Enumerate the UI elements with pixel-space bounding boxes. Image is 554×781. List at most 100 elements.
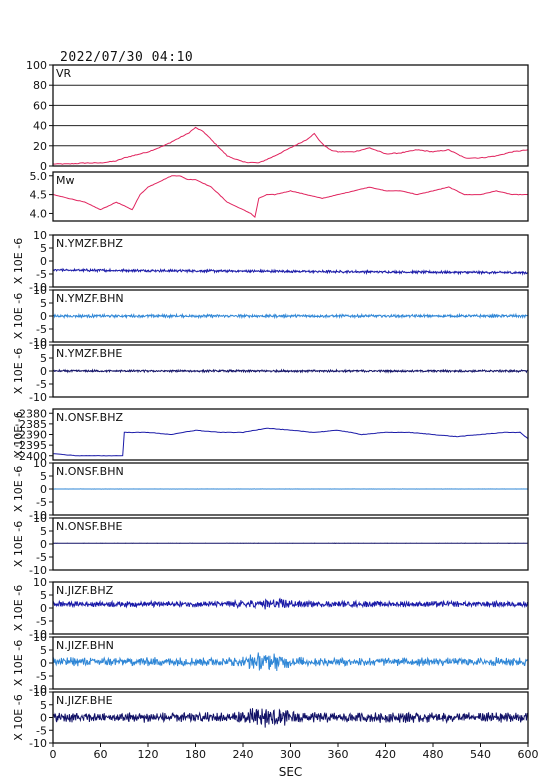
y-tick-label: -2380 bbox=[15, 407, 47, 420]
x-tick-label: 240 bbox=[233, 748, 254, 761]
y-tick-label: -10 bbox=[29, 564, 47, 577]
y-tick-label: 0 bbox=[40, 483, 47, 496]
y-tick-label: -2390 bbox=[15, 429, 47, 442]
y-tick-label: 40 bbox=[33, 120, 47, 133]
y-axis-unit-label: X 10E -6 bbox=[12, 466, 25, 512]
panel-frame bbox=[52, 581, 529, 635]
y-tick-label: -5 bbox=[36, 323, 47, 336]
series-line bbox=[53, 427, 529, 457]
x-tick-label: 360 bbox=[328, 748, 349, 761]
series-label: N.JIZF.BHE bbox=[56, 694, 113, 707]
y-tick-label: -5 bbox=[36, 378, 47, 391]
series-line bbox=[52, 175, 529, 219]
y-tick-label: 0 bbox=[40, 657, 47, 670]
series-label: N.ONSF.BHE bbox=[56, 520, 122, 533]
y-tick-label: 10 bbox=[33, 576, 47, 589]
y-tick-label: 10 bbox=[33, 339, 47, 352]
x-tick-label: 0 bbox=[50, 748, 57, 761]
y-tick-label: 100 bbox=[26, 59, 47, 72]
y-tick-label: -5 bbox=[36, 615, 47, 628]
panel-frame bbox=[52, 171, 529, 222]
y-tick-label: 5 bbox=[40, 242, 47, 255]
y-tick-label: -5 bbox=[36, 268, 47, 281]
panel-frame bbox=[52, 289, 529, 343]
x-tick-label: 180 bbox=[185, 748, 206, 761]
series-label: VR bbox=[56, 67, 72, 80]
y-tick-label: -10 bbox=[29, 683, 47, 696]
y-tick-label: 0 bbox=[40, 602, 47, 615]
y-axis-unit-label: X 10E -6 bbox=[12, 521, 25, 567]
series-label: N.JIZF.BHN bbox=[56, 639, 114, 652]
series-line bbox=[52, 652, 529, 672]
series-line bbox=[52, 597, 529, 610]
x-tick-label: 540 bbox=[470, 748, 491, 761]
panel-frame bbox=[52, 64, 529, 167]
x-tick-label: 60 bbox=[94, 748, 108, 761]
panel-frame bbox=[52, 636, 529, 690]
series-label: N.YMZF.BHN bbox=[56, 292, 124, 305]
y-tick-label: 10 bbox=[33, 512, 47, 525]
y-tick-label: 5 bbox=[40, 699, 47, 712]
y-axis-unit-label: X 10E -6 bbox=[12, 694, 25, 740]
y-tick-label: 0 bbox=[40, 160, 47, 173]
y-tick-label: 10 bbox=[33, 229, 47, 242]
y-tick-label: 10 bbox=[33, 631, 47, 644]
series-line bbox=[52, 368, 529, 374]
y-axis-unit-label: X 10E -6 bbox=[12, 640, 25, 686]
y-tick-label: 4.0 bbox=[30, 207, 48, 220]
y-tick-label: -10 bbox=[29, 628, 47, 641]
series-label: Mw bbox=[56, 174, 75, 187]
series-label: N.YMZF.BHZ bbox=[56, 237, 123, 250]
series-label: N.YMZF.BHE bbox=[56, 347, 122, 360]
y-tick-label: -10 bbox=[29, 336, 47, 349]
series-label: N.ONSF.BHZ bbox=[56, 411, 123, 424]
y-tick-label: 0 bbox=[40, 310, 47, 323]
timestamp: 2022/07/30 04:10 bbox=[60, 50, 194, 65]
y-tick-label: -5 bbox=[36, 496, 47, 509]
y-tick-label: -2395 bbox=[15, 439, 47, 452]
y-tick-label: 60 bbox=[33, 99, 47, 112]
y-tick-label: 10 bbox=[33, 284, 47, 297]
series-line bbox=[52, 267, 529, 276]
y-axis-unit-label: X 10E -6 bbox=[12, 293, 25, 339]
x-axis-label: SEC bbox=[279, 765, 303, 779]
y-tick-label: 5 bbox=[40, 470, 47, 483]
y-tick-label: 5 bbox=[40, 589, 47, 602]
y-tick-label: -5 bbox=[36, 724, 47, 737]
y-tick-label: 10 bbox=[33, 686, 47, 699]
y-tick-label: -10 bbox=[29, 737, 47, 750]
y-tick-label: -2400 bbox=[15, 450, 47, 463]
y-tick-label: -10 bbox=[29, 281, 47, 294]
series-label: N.JIZF.BHZ bbox=[56, 584, 114, 597]
y-axis-unit-label: X 10E -6 bbox=[12, 238, 25, 284]
series-line bbox=[52, 708, 529, 728]
panel-frame bbox=[52, 462, 529, 516]
y-tick-label: 0 bbox=[40, 712, 47, 725]
y-tick-label: -5 bbox=[36, 551, 47, 564]
panel-frame bbox=[52, 408, 529, 461]
series-label: N.ONSF.BHN bbox=[56, 465, 124, 478]
series-line bbox=[52, 126, 529, 165]
x-tick-label: 480 bbox=[423, 748, 444, 761]
x-tick-label: 420 bbox=[375, 748, 396, 761]
y-tick-label: 5 bbox=[40, 297, 47, 310]
panel-frame bbox=[52, 517, 529, 571]
y-tick-label: 0 bbox=[40, 365, 47, 378]
y-axis-unit-label: X 10E -6 bbox=[12, 348, 25, 394]
y-tick-label: 5 bbox=[40, 525, 47, 538]
y-tick-label: -2385 bbox=[15, 418, 47, 431]
x-tick-label: 600 bbox=[518, 748, 539, 761]
x-tick-label: 120 bbox=[138, 748, 159, 761]
y-tick-label: 10 bbox=[33, 457, 47, 470]
y-tick-label: 5.0 bbox=[30, 170, 48, 183]
x-tick-label: 300 bbox=[280, 748, 301, 761]
y-tick-label: 20 bbox=[33, 140, 47, 153]
panel-frame bbox=[52, 344, 529, 398]
y-tick-label: 80 bbox=[33, 79, 47, 92]
y-tick-label: 5 bbox=[40, 644, 47, 657]
y-tick-label: -5 bbox=[36, 670, 47, 683]
y-tick-label: -10 bbox=[29, 509, 47, 522]
y-axis-unit-label: X 10E -6 bbox=[12, 411, 25, 457]
y-tick-label: 4.5 bbox=[30, 189, 48, 202]
